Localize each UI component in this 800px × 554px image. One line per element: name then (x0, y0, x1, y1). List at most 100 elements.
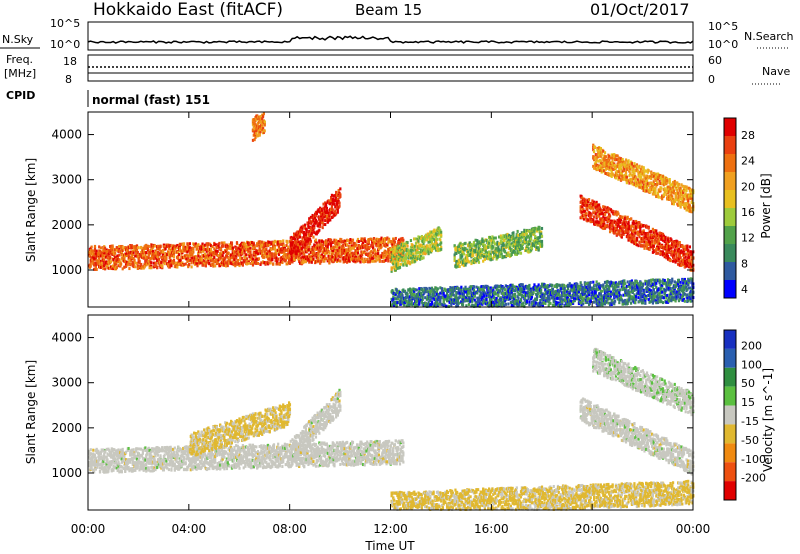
data-cell (333, 210, 336, 214)
data-cell (279, 260, 282, 264)
data-cell (418, 290, 421, 294)
data-cell (360, 250, 363, 254)
data-cell (368, 260, 371, 264)
data-cell (405, 249, 408, 253)
data-cell (278, 242, 281, 246)
data-cell (224, 250, 228, 254)
data-cell (272, 262, 275, 266)
data-cell (344, 239, 347, 243)
data-cell (522, 295, 525, 299)
data-cell (537, 248, 540, 252)
data-cell (259, 251, 262, 255)
nsky-frame (87, 21, 694, 51)
data-cell (484, 284, 487, 288)
data-cell (440, 241, 443, 245)
data-cell (516, 299, 519, 303)
data-cell (121, 267, 124, 271)
data-cell (358, 246, 361, 250)
data-cell (330, 242, 333, 246)
data-cell (322, 242, 325, 246)
data-cell (361, 243, 364, 247)
data-cell (177, 256, 180, 260)
data-cell (206, 245, 209, 249)
data-cell (214, 258, 218, 262)
data-cell (151, 248, 154, 252)
data-cell (413, 289, 416, 293)
data-cell (413, 292, 416, 296)
data-cell (460, 256, 463, 260)
data-cell (509, 234, 513, 238)
data-cell (296, 231, 299, 235)
data-cell (332, 199, 335, 203)
data-cell (328, 258, 331, 262)
data-cell (134, 265, 137, 269)
data-cell (305, 228, 308, 232)
data-cell (413, 297, 416, 301)
data-cell (553, 299, 556, 303)
data-cell (470, 297, 473, 301)
data-cell (322, 206, 325, 210)
data-cell (536, 241, 539, 245)
data-cell (95, 268, 98, 272)
data-cell (496, 284, 499, 288)
data-cell (472, 285, 476, 289)
data-cell (336, 197, 339, 201)
data-cell (389, 252, 392, 256)
data-cell (89, 264, 92, 268)
data-cell (147, 244, 150, 248)
data-cell (136, 251, 139, 255)
data-cell (131, 253, 134, 257)
data-cell (598, 297, 602, 301)
data-cell (398, 252, 401, 256)
data-cell (535, 246, 539, 250)
data-cell (328, 256, 331, 260)
data-cell (337, 199, 340, 203)
data-cell (440, 230, 443, 234)
data-cell (473, 258, 476, 262)
data-cell (520, 245, 523, 249)
data-cell (579, 294, 582, 298)
data-cell (510, 250, 513, 254)
data-cell (477, 297, 481, 301)
data-cell (458, 250, 461, 254)
data-cell (327, 211, 330, 215)
data-cell (525, 235, 528, 239)
data-cell (169, 259, 172, 263)
data-cell (529, 237, 533, 241)
data-cell (338, 244, 341, 248)
data-cell (303, 252, 306, 256)
data-cell (135, 261, 139, 265)
data-cell (169, 248, 172, 252)
data-cell (485, 293, 488, 297)
data-cell (424, 249, 427, 253)
data-cell (316, 243, 319, 247)
data-cell (447, 304, 450, 308)
data-cell (514, 295, 517, 299)
data-cell (156, 244, 160, 248)
data-cell (480, 242, 483, 246)
data-cell (367, 252, 371, 256)
data-cell (231, 246, 234, 250)
data-cell (312, 227, 315, 231)
data-cell (393, 248, 397, 252)
data-cell (421, 294, 424, 298)
data-cell (458, 264, 461, 268)
data-cell (195, 259, 198, 263)
data-cell (333, 202, 336, 206)
data-cell (461, 243, 465, 247)
data-cell (535, 298, 539, 302)
data-cell (468, 241, 471, 245)
data-cell (203, 252, 207, 256)
data-cell (415, 288, 418, 292)
data-cell (407, 288, 410, 292)
data-cell (531, 304, 534, 308)
data-cell (372, 251, 375, 255)
data-cell (507, 289, 510, 293)
data-cell (405, 263, 408, 267)
data-cell (393, 304, 396, 308)
data-cell (495, 247, 498, 251)
data-cell (476, 239, 479, 243)
data-cell (517, 233, 520, 237)
data-cell (481, 253, 484, 257)
data-cell (464, 247, 467, 251)
